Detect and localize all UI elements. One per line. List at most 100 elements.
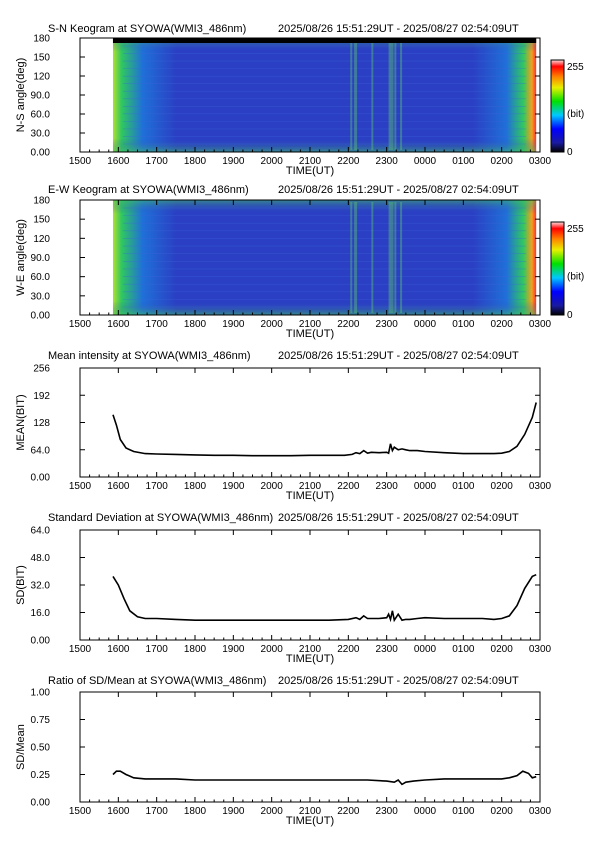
x-tick-label: 2100 xyxy=(299,319,322,330)
x-tick-label: 1800 xyxy=(184,156,207,167)
x-axis-label: TIME(UT) xyxy=(286,328,334,340)
keogram-aurora-band xyxy=(394,202,397,313)
y-tick-label: 256 xyxy=(33,364,50,375)
x-tick-label: 2100 xyxy=(299,644,322,655)
panel-title: S-N Keogram at SYOWA(WMI3_486nm) xyxy=(48,23,246,35)
x-tick-label: 2100 xyxy=(299,806,322,817)
x-tick-label: 0300 xyxy=(529,481,552,492)
y-tick-label: 0.00 xyxy=(31,148,51,159)
x-tick-label: 0100 xyxy=(452,806,475,817)
x-tick-label: 1900 xyxy=(222,156,245,167)
x-tick-label: 2000 xyxy=(261,644,284,655)
x-tick-label: 2000 xyxy=(261,806,284,817)
keogram-aurora-band xyxy=(388,202,391,313)
keogram-aurora-band xyxy=(400,40,403,150)
y-tick-label: 192 xyxy=(33,391,50,402)
series-line xyxy=(112,770,537,786)
colorbar-max: 255 xyxy=(567,224,584,235)
x-tick-label: 2300 xyxy=(376,156,399,167)
y-tick-label: 32.0 xyxy=(31,581,51,592)
x-tick-label: 2200 xyxy=(337,481,360,492)
keogram-aurora-band xyxy=(354,40,358,150)
colorbar xyxy=(550,59,565,153)
y-tick-label: 60.0 xyxy=(31,272,51,283)
x-tick-label: 0200 xyxy=(491,481,514,492)
x-tick-label: 1900 xyxy=(222,644,245,655)
x-tick-label: 1800 xyxy=(184,481,207,492)
y-tick-label: 120 xyxy=(33,72,50,83)
x-tick-label: 2000 xyxy=(261,319,284,330)
x-tick-label: 0200 xyxy=(491,319,514,330)
time-range: 2025/08/26 15:51:29UT - 2025/08/27 02:54… xyxy=(278,350,519,362)
keogram-aurora-band xyxy=(400,202,403,313)
keogram-aurora-band xyxy=(371,40,374,150)
x-tick-label: 1600 xyxy=(107,644,130,655)
colorbar-unit: (bit) xyxy=(567,109,584,120)
y-tick-label: 30.0 xyxy=(31,129,51,140)
x-tick-label: 2300 xyxy=(376,644,399,655)
time-range: 2025/08/26 15:51:29UT - 2025/08/27 02:54… xyxy=(278,23,519,35)
panel-title: Ratio of SD/Mean at SYOWA(WMI3_486nm) xyxy=(48,675,266,687)
panel-title: E-W Keogram at SYOWA(WMI3_486nm) xyxy=(48,184,249,196)
x-tick-label: 0000 xyxy=(414,156,437,167)
x-tick-label: 2200 xyxy=(337,156,360,167)
x-tick-label: 1700 xyxy=(146,644,169,655)
y-tick-label: 150 xyxy=(33,215,50,226)
plot-frame xyxy=(79,691,541,803)
x-tick-label: 0100 xyxy=(452,319,475,330)
x-tick-label: 1500 xyxy=(69,806,92,817)
x-tick-label: 0000 xyxy=(414,806,437,817)
x-tick-label: 0200 xyxy=(491,156,514,167)
keogram-aurora-band xyxy=(371,202,374,313)
y-tick-label: 0.00 xyxy=(31,798,51,809)
colorbar-unit: (bit) xyxy=(567,272,584,283)
y-tick-label: 128 xyxy=(33,418,50,429)
x-tick-label: 2000 xyxy=(261,481,284,492)
y-tick-label: 60.0 xyxy=(31,110,51,121)
plot-frame xyxy=(79,367,541,478)
series-line xyxy=(112,573,537,623)
x-tick-label: 2100 xyxy=(299,156,322,167)
x-tick-label: 1800 xyxy=(184,644,207,655)
x-tick-label: 1900 xyxy=(222,806,245,817)
x-tick-label: 2100 xyxy=(299,481,322,492)
colorbar xyxy=(550,221,565,316)
x-tick-label: 2200 xyxy=(337,319,360,330)
keogram-aurora-band xyxy=(390,40,394,150)
x-tick-label: 0300 xyxy=(529,806,552,817)
y-axis-label: SD(BIT) xyxy=(15,565,27,605)
x-axis-label: TIME(UT) xyxy=(286,165,334,177)
panel-title: Mean intensity at SYOWA(WMI3_486nm) xyxy=(48,350,251,362)
y-tick-label: 64.0 xyxy=(31,445,51,456)
keogram-aurora-band xyxy=(354,202,358,313)
y-tick-label: 30.0 xyxy=(31,291,51,302)
y-tick-label: 0.50 xyxy=(31,743,51,754)
plot-frame xyxy=(79,529,541,641)
x-tick-label: 2300 xyxy=(376,481,399,492)
x-tick-label: 0200 xyxy=(491,644,514,655)
x-tick-label: 0300 xyxy=(529,644,552,655)
y-tick-label: 64.0 xyxy=(31,526,51,537)
y-tick-label: 180 xyxy=(33,196,50,207)
keogram-aurora-band xyxy=(388,40,391,150)
x-tick-label: 0200 xyxy=(491,806,514,817)
y-tick-label: 0.00 xyxy=(31,473,51,484)
y-tick-label: 0.75 xyxy=(31,715,51,726)
x-tick-label: 1600 xyxy=(107,319,130,330)
time-range: 2025/08/26 15:51:29UT - 2025/08/27 02:54… xyxy=(278,512,519,524)
y-tick-label: 48.0 xyxy=(31,553,51,564)
x-tick-label: 1600 xyxy=(107,806,130,817)
x-tick-label: 1700 xyxy=(146,481,169,492)
x-axis-label: TIME(UT) xyxy=(286,815,334,827)
keogram-aurora-band xyxy=(350,202,353,313)
x-tick-label: 1700 xyxy=(146,156,169,167)
x-tick-label: 0000 xyxy=(414,319,437,330)
time-range: 2025/08/26 15:51:29UT - 2025/08/27 02:54… xyxy=(278,675,519,687)
x-tick-label: 1500 xyxy=(69,319,92,330)
series-line xyxy=(112,402,537,457)
x-tick-label: 2300 xyxy=(376,806,399,817)
x-tick-label: 0100 xyxy=(452,481,475,492)
keogram-top-mask xyxy=(112,38,537,43)
x-tick-label: 2200 xyxy=(337,644,360,655)
